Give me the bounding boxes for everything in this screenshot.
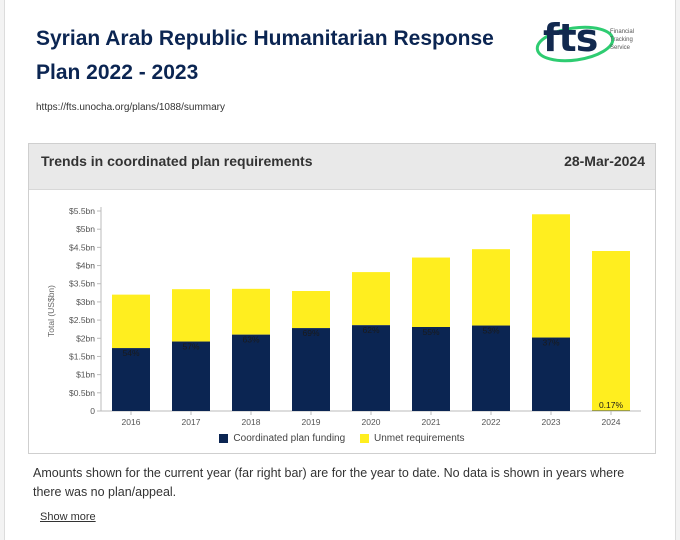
bar-funding-2020: [352, 325, 390, 411]
y-tick-label: $5bn: [76, 224, 95, 234]
y-tick-label: $1.5bn: [69, 351, 95, 361]
x-tick-label: 2022: [482, 417, 501, 427]
bar-unmet-2022: [472, 249, 510, 326]
logo-caption-line: Service: [610, 45, 631, 51]
x-tick-label: 2018: [242, 417, 261, 427]
y-tick-label: $2bn: [76, 333, 95, 343]
data-label: 63%: [242, 335, 259, 345]
bar-unmet-2020: [352, 272, 390, 326]
x-tick-label: 2020: [362, 417, 381, 427]
data-label: 54%: [122, 348, 139, 358]
bar-funding-2023: [532, 337, 570, 411]
legend-swatch: [219, 434, 229, 443]
bar-unmet-2017: [172, 289, 210, 342]
chart-title: Trends in coordinated plan requirements: [41, 153, 313, 169]
data-label: 62%: [362, 325, 379, 335]
logo-caption-line: Tracking: [610, 37, 633, 43]
y-tick-label: 0: [90, 406, 95, 416]
chart-card-header: Trends in coordinated plan requirements …: [29, 144, 655, 190]
logo-wordmark: fts: [543, 16, 598, 60]
logo-swoosh-icon: [535, 25, 615, 63]
x-tick-label: 2021: [422, 417, 441, 427]
bar-unmet-2021: [412, 257, 450, 327]
y-tick-label: $3bn: [76, 297, 95, 307]
chart-card: Trends in coordinated plan requirements …: [28, 143, 656, 454]
bar-funding-2021: [412, 327, 450, 411]
chart-date: 28-Mar-2024: [564, 153, 645, 169]
plan-url: https://fts.unocha.org/plans/1088/summar…: [36, 102, 225, 113]
logo-caption: Financial Tracking Service: [610, 28, 634, 52]
x-tick-label: 2016: [122, 417, 141, 427]
data-label: 55%: [422, 327, 439, 337]
fts-logo: fts Financial Tracking Service: [535, 16, 655, 72]
bar-funding-2016: [112, 348, 150, 411]
bar-funding-2017: [172, 341, 210, 411]
x-tick-label: 2019: [302, 417, 321, 427]
bar-chart: 0 $0.5bn $1bn $1.5bn $2bn $2.5bn $3bn $3.5bn $4b…: [46, 206, 641, 427]
bar-unmet-2016: [112, 294, 150, 349]
footnote: Amounts shown for the current year (far …: [33, 466, 625, 499]
bar-funding-2022: [472, 325, 510, 411]
y-tick-label: $3.5bn: [69, 279, 95, 289]
page-title: Syrian Arab Republic Humanitarian Respon…: [36, 27, 494, 84]
bar-funding-2018: [232, 334, 270, 411]
show-more-link[interactable]: Show more: [40, 511, 96, 523]
y-axis-label: Total (US$bn): [46, 285, 56, 337]
y-tick-label: $5.5bn: [69, 206, 95, 216]
bar-unmet-2023: [532, 214, 570, 338]
data-label: 69%: [302, 328, 319, 338]
x-tick-label: 2017: [182, 417, 201, 427]
x-tick-label: 2023: [542, 417, 561, 427]
legend-item-unmet[interactable]: Unmet requirements: [359, 433, 465, 444]
bar-funding-2019: [292, 328, 330, 411]
chart-legend: Coordinated plan funding Unmet requireme…: [29, 433, 655, 446]
logo-caption-line: Financial: [610, 29, 635, 35]
data-label: 37%: [542, 338, 559, 348]
data-label: 0.17%: [599, 400, 624, 410]
legend-label: Coordinated plan funding: [233, 433, 346, 444]
x-tick-label: 2024: [602, 417, 621, 427]
bar-unmet-2019: [292, 291, 330, 329]
bar-unmet-2024: [592, 251, 630, 411]
y-tick-label: $1bn: [76, 370, 95, 380]
legend-label: Unmet requirements: [373, 433, 465, 444]
bar-unmet-2018: [232, 288, 270, 335]
legend-swatch: [359, 434, 369, 443]
y-tick-label: $2.5bn: [69, 315, 95, 325]
data-label: 57%: [182, 342, 199, 352]
y-tick-label: $4.5bn: [69, 242, 95, 252]
data-label: 53%: [482, 326, 499, 336]
page: Syrian Arab Republic Humanitarian Respon…: [4, 0, 676, 540]
y-tick-label: $0.5bn: [69, 388, 95, 398]
y-tick-label: $4bn: [76, 261, 95, 271]
legend-item-funding[interactable]: Coordinated plan funding: [219, 433, 345, 444]
